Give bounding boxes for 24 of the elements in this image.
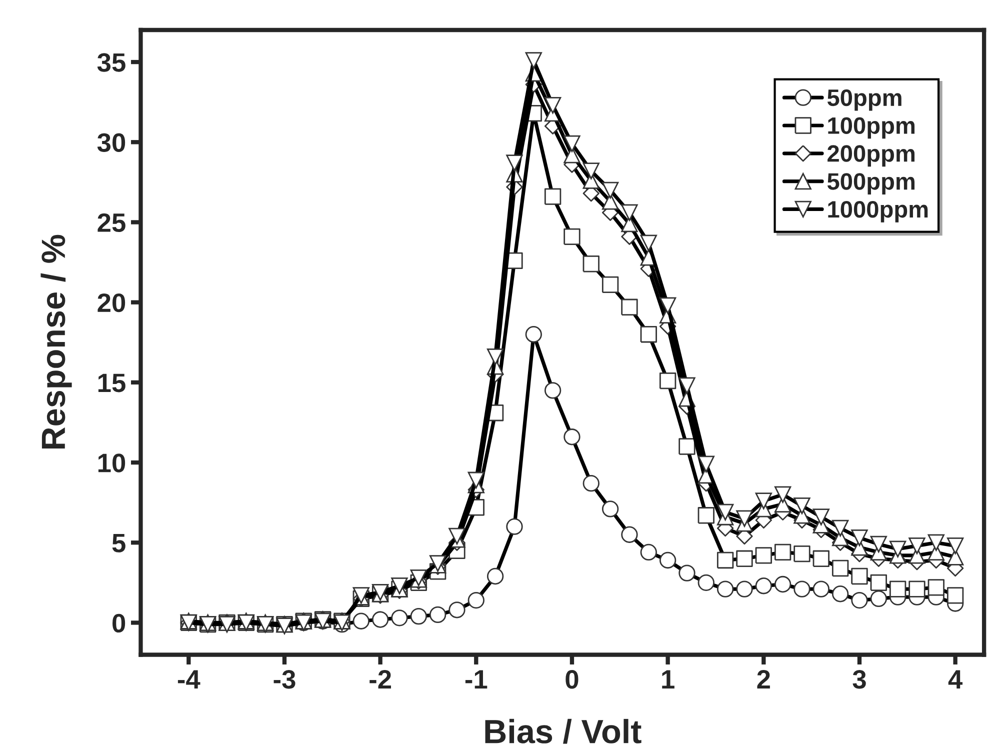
x-tick-label: -3 bbox=[274, 670, 296, 689]
x-tick-label: 0 bbox=[566, 670, 578, 689]
legend-label: 200ppm bbox=[828, 145, 914, 167]
y-tick-label: 30 bbox=[97, 133, 126, 152]
y-tick-label: 15 bbox=[98, 374, 126, 392]
y-tick-label: 5 bbox=[112, 534, 126, 552]
legend-label: 100ppm bbox=[828, 117, 914, 139]
legend-label: 500ppm bbox=[827, 173, 914, 194]
y-axis-title: Response / % bbox=[40, 234, 72, 449]
x-tick-label: 2 bbox=[757, 670, 770, 688]
y-tick-label: 0 bbox=[112, 614, 126, 633]
legend-label: 1000ppm bbox=[828, 201, 928, 222]
x-tick-label: -4 bbox=[178, 670, 200, 688]
x-tick-label: 1 bbox=[662, 670, 674, 688]
x-tick-label: 3 bbox=[852, 670, 866, 689]
y-tick-label: 20 bbox=[98, 293, 126, 312]
y-tick-label: 10 bbox=[98, 454, 126, 472]
y-tick-label: 25 bbox=[98, 213, 126, 232]
y-tick-label: 35 bbox=[97, 53, 126, 72]
x-tick-label: -1 bbox=[465, 670, 488, 688]
x-axis-title: Bias / Volt bbox=[485, 718, 642, 744]
x-tick-label: -2 bbox=[370, 670, 391, 688]
x-tick-label: 4 bbox=[948, 670, 963, 688]
legend-label: 50ppm bbox=[827, 89, 902, 111]
